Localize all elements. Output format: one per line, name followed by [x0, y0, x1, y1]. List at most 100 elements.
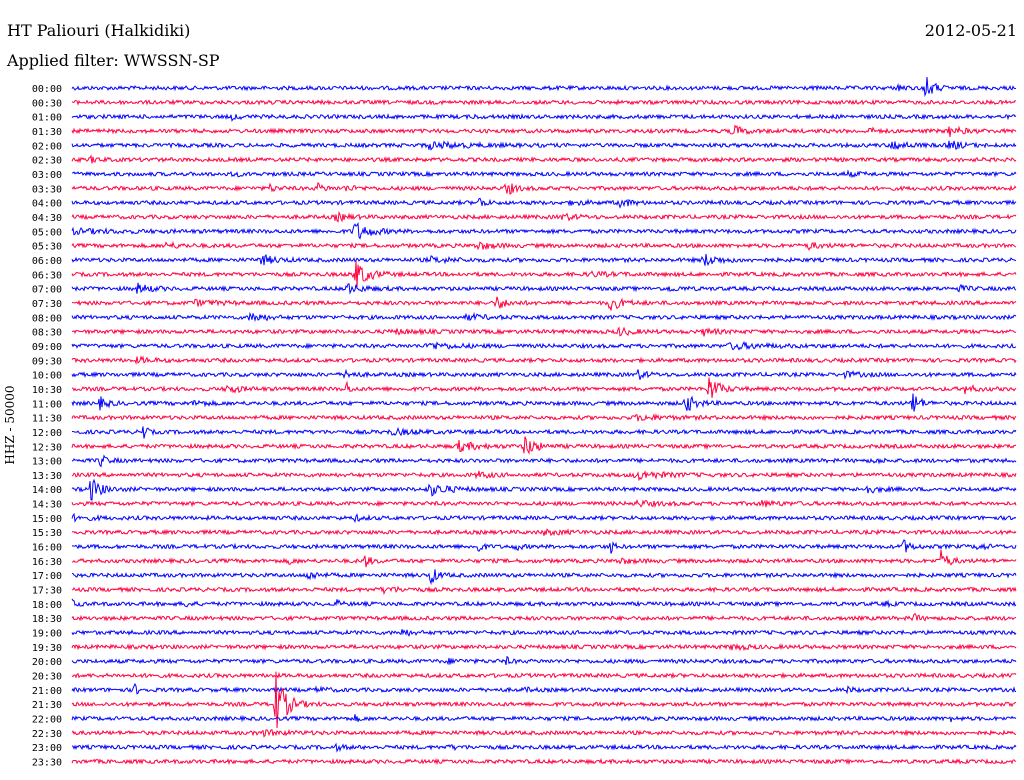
time-label: 00:00 — [32, 84, 62, 95]
trace-1500 — [71, 512, 1017, 524]
time-label: 14:30 — [32, 500, 62, 511]
time-label: 01:00 — [32, 113, 62, 124]
time-label: 21:00 — [32, 686, 62, 697]
time-label: 17:30 — [32, 586, 62, 597]
trace-1030 — [71, 377, 1017, 398]
trace-2100 — [71, 682, 1017, 695]
time-label: 05:30 — [32, 242, 62, 253]
time-label: 09:00 — [32, 342, 62, 353]
time-label: 23:00 — [32, 743, 62, 754]
trace-0900 — [71, 341, 1017, 351]
time-label: 15:30 — [32, 528, 62, 539]
time-label: 03:00 — [32, 170, 62, 181]
time-label: 20:00 — [32, 657, 62, 668]
trace-2030 — [71, 671, 1017, 680]
time-label: 19:30 — [32, 643, 62, 654]
trace-1400 — [71, 478, 1017, 501]
time-label: 04:00 — [32, 199, 62, 210]
trace-0000 — [71, 76, 1017, 98]
trace-1530 — [71, 528, 1017, 537]
trace-2000 — [71, 655, 1017, 666]
time-label: 21:30 — [32, 700, 62, 711]
time-label: 13:00 — [32, 457, 62, 468]
trace-0300 — [71, 169, 1017, 179]
time-label: 15:00 — [32, 514, 62, 525]
trace-0130 — [71, 124, 1017, 137]
time-label: 04:30 — [32, 213, 62, 224]
trace-1900 — [71, 629, 1017, 637]
trace-1800 — [71, 598, 1017, 609]
trace-0730 — [71, 296, 1017, 311]
time-label: 17:00 — [32, 571, 62, 582]
trace-1330 — [71, 470, 1017, 482]
trace-0500 — [71, 221, 1017, 240]
time-label: 02:00 — [32, 141, 62, 152]
trace-0930 — [71, 355, 1017, 366]
traces — [71, 76, 1017, 766]
trace-0700 — [71, 282, 1017, 295]
time-label: 06:00 — [32, 256, 62, 267]
trace-2330 — [71, 757, 1017, 766]
trace-2200 — [71, 714, 1017, 723]
trace-1930 — [71, 643, 1017, 652]
time-label: 22:00 — [32, 715, 62, 726]
time-label: 08:30 — [32, 328, 62, 339]
trace-0200 — [71, 140, 1017, 151]
trace-1000 — [71, 368, 1017, 380]
time-label: 14:00 — [32, 485, 62, 496]
trace-1830 — [71, 612, 1017, 622]
trace-0800 — [71, 311, 1017, 323]
trace-1730 — [71, 585, 1017, 596]
trace-1130 — [71, 413, 1017, 422]
trace-1230 — [71, 436, 1017, 455]
time-label: 20:30 — [32, 672, 62, 683]
time-label: 06:30 — [32, 270, 62, 281]
time-label: 22:30 — [32, 729, 62, 740]
trace-1630 — [71, 549, 1017, 568]
time-label: 18:00 — [32, 600, 62, 611]
trace-0030 — [71, 98, 1017, 106]
time-label: 12:30 — [32, 442, 62, 453]
time-label: 07:30 — [32, 299, 62, 310]
trace-2230 — [71, 728, 1017, 738]
time-label: 11:00 — [32, 399, 62, 410]
time-label: 03:30 — [32, 184, 62, 195]
trace-1300 — [71, 454, 1017, 468]
filter-label: Applied filter: WWSSN-SP — [6, 51, 220, 70]
trace-1100 — [71, 393, 1017, 412]
trace-0400 — [71, 197, 1017, 209]
trace-1430 — [71, 498, 1017, 508]
station-title: HT Paliouri (Halkidiki) — [7, 21, 190, 40]
time-label: 05:00 — [32, 227, 62, 238]
time-label: 01:30 — [32, 127, 62, 138]
time-label: 07:00 — [32, 285, 62, 296]
time-label: 12:00 — [32, 428, 62, 439]
date-label: 2012-05-21 — [925, 21, 1017, 40]
trace-1200 — [72, 426, 1017, 439]
time-label: 10:30 — [32, 385, 62, 396]
trace-0100 — [71, 113, 1017, 122]
trace-1700 — [71, 569, 1017, 585]
trace-0430 — [71, 210, 1017, 223]
time-label: 18:30 — [32, 614, 62, 625]
trace-0630 — [71, 260, 1017, 288]
time-labels: 00:00 00:30 01:00 01:30 02:00 02:30 03:00 03:30… — [32, 84, 62, 769]
time-label: 19:00 — [32, 629, 62, 640]
trace-0530 — [71, 240, 1017, 251]
time-label: 11:30 — [32, 414, 62, 425]
time-label: 00:30 — [32, 98, 62, 109]
trace-0330 — [71, 181, 1017, 195]
time-label: 23:30 — [32, 758, 62, 769]
trace-0830 — [71, 326, 1017, 337]
trace-0600 — [71, 253, 1017, 267]
time-label: 09:30 — [32, 356, 62, 367]
time-label: 16:30 — [32, 557, 62, 568]
trace-1600 — [72, 539, 1017, 554]
time-label: 13:30 — [32, 471, 62, 482]
time-label: 08:00 — [32, 313, 62, 324]
trace-2300 — [71, 742, 1017, 753]
trace-2130 — [71, 671, 1017, 729]
trace-0230 — [71, 154, 1017, 164]
y-axis-label: HHZ - 50000 — [3, 385, 17, 464]
